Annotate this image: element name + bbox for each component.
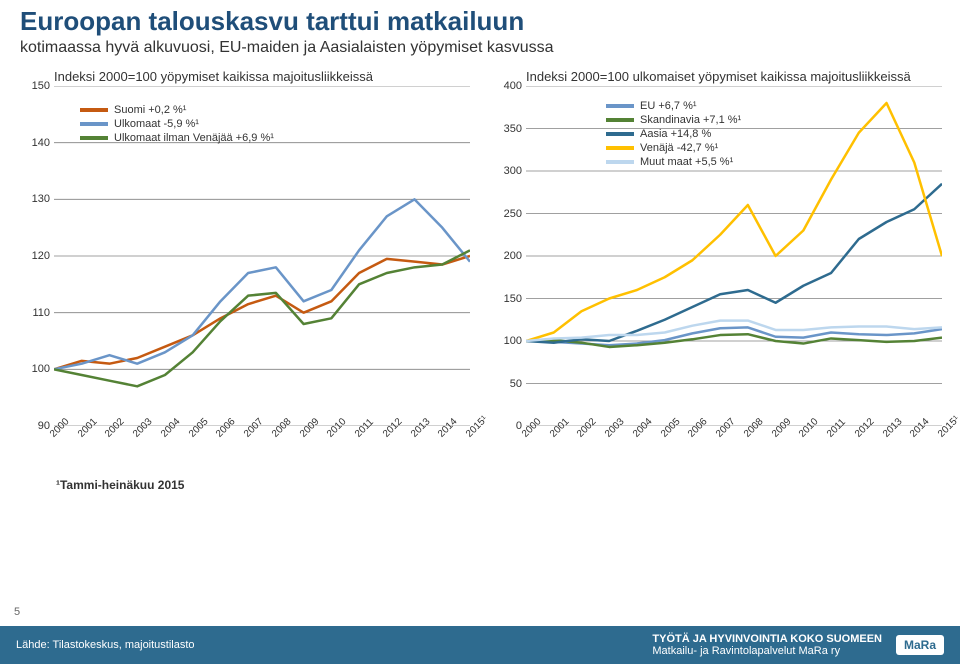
y-tick-label: 120 <box>32 250 50 262</box>
legend-swatch <box>606 118 634 122</box>
left-chart-block: Indeksi 2000=100 yöpymiset kaikissa majo… <box>18 65 470 456</box>
legend: Suomi +0,2 %¹ Ulkomaat -5,9 %¹ Ulkomaat il… <box>74 98 280 150</box>
series-line <box>526 184 942 343</box>
y-tick-label: 200 <box>504 250 522 262</box>
left-chart-title: Indeksi 2000=100 yöpymiset kaikissa majo… <box>54 69 470 84</box>
legend-label: Muut maat +5,5 %¹ <box>640 156 733 168</box>
page-title: Euroopan talouskasvu tarttui matkailuun <box>0 0 960 37</box>
footer-line1: TYÖTÄ JA HYVINVOINTIA KOKO SUOMEEN <box>652 633 882 645</box>
legend: EU +6,7 %¹ Skandinavia +7,1 %¹ Aasia +14,8… <box>600 94 747 174</box>
legend-label: EU +6,7 %¹ <box>640 100 697 112</box>
y-tick-label: 110 <box>32 307 50 319</box>
right-chart-title: Indeksi 2000=100 ulkomaiset yöpymiset ka… <box>526 69 942 84</box>
y-tick-label: 300 <box>504 165 522 177</box>
page-subtitle: kotimaassa hyvä alkuvuosi, EU-maiden ja … <box>0 37 960 65</box>
y-tick-label: 150 <box>32 80 50 92</box>
y-tick-label: 140 <box>32 137 50 149</box>
series-line <box>526 321 942 341</box>
legend-label: Venäjä -42,7 %¹ <box>640 142 718 154</box>
legend-swatch <box>606 132 634 136</box>
right-chart-block: Indeksi 2000=100 ulkomaiset yöpymiset ka… <box>490 65 942 456</box>
legend-item: Aasia +14,8 % <box>606 128 741 140</box>
legend-label: Ulkomaat ilman Venäjää +6,9 %¹ <box>114 132 274 144</box>
x-axis: 2000200120022003200420052006200720082009… <box>54 426 470 456</box>
legend-label: Suomi +0,2 %¹ <box>114 104 186 116</box>
y-axis: 050100150200250300350400 <box>490 86 526 426</box>
footer-slogan: TYÖTÄ JA HYVINVOINTIA KOKO SUOMEEN Matka… <box>652 633 882 657</box>
legend-label: Skandinavia +7,1 %¹ <box>640 114 741 126</box>
legend-swatch <box>80 108 108 112</box>
legend-item: EU +6,7 %¹ <box>606 100 741 112</box>
y-tick-label: 400 <box>504 80 522 92</box>
legend-item: Muut maat +5,5 %¹ <box>606 156 741 168</box>
legend-item: Venäjä -42,7 %¹ <box>606 142 741 154</box>
legend-item: Skandinavia +7,1 %¹ <box>606 114 741 126</box>
legend-swatch <box>606 104 634 108</box>
footer-bar: Lähde: Tilastokeskus, majoitustilasto TY… <box>0 626 960 664</box>
y-tick-label: 50 <box>510 378 522 390</box>
legend-swatch <box>80 122 108 126</box>
y-axis: 90100110120130140150 <box>18 86 54 426</box>
footer-right: TYÖTÄ JA HYVINVOINTIA KOKO SUOMEEN Matka… <box>652 633 944 657</box>
y-tick-label: 350 <box>504 123 522 135</box>
legend-swatch <box>606 146 634 150</box>
footer-line2: Matkailu- ja Ravintolapalvelut MaRa ry <box>652 645 882 657</box>
legend-item: Ulkomaat -5,9 %¹ <box>80 118 274 130</box>
y-tick-label: 100 <box>504 335 522 347</box>
y-tick-label: 150 <box>504 293 522 305</box>
y-tick-label: 250 <box>504 208 522 220</box>
page-number: 5 <box>14 606 20 618</box>
legend-item: Ulkomaat ilman Venäjää +6,9 %¹ <box>80 132 274 144</box>
x-axis: 2000200120022003200420052006200720082009… <box>526 426 942 456</box>
legend-item: Suomi +0,2 %¹ <box>80 104 274 116</box>
legend-label: Aasia +14,8 % <box>640 128 711 140</box>
mara-logo: MaRa <box>896 635 944 655</box>
y-tick-label: 130 <box>32 193 50 205</box>
footer-source: Lähde: Tilastokeskus, majoitustilasto <box>16 639 195 651</box>
left-chart: 9010011012013014015020002001200220032004… <box>18 86 470 456</box>
footnote: ¹Tammi-heinäkuu 2015 <box>56 478 960 492</box>
y-tick-label: 100 <box>32 363 50 375</box>
series-line <box>54 199 470 369</box>
right-chart: 0501001502002503003504002000200120022003… <box>490 86 942 456</box>
legend-swatch <box>80 136 108 140</box>
charts-row: Indeksi 2000=100 yöpymiset kaikissa majo… <box>0 65 960 456</box>
legend-label: Ulkomaat -5,9 %¹ <box>114 118 199 130</box>
legend-swatch <box>606 160 634 164</box>
